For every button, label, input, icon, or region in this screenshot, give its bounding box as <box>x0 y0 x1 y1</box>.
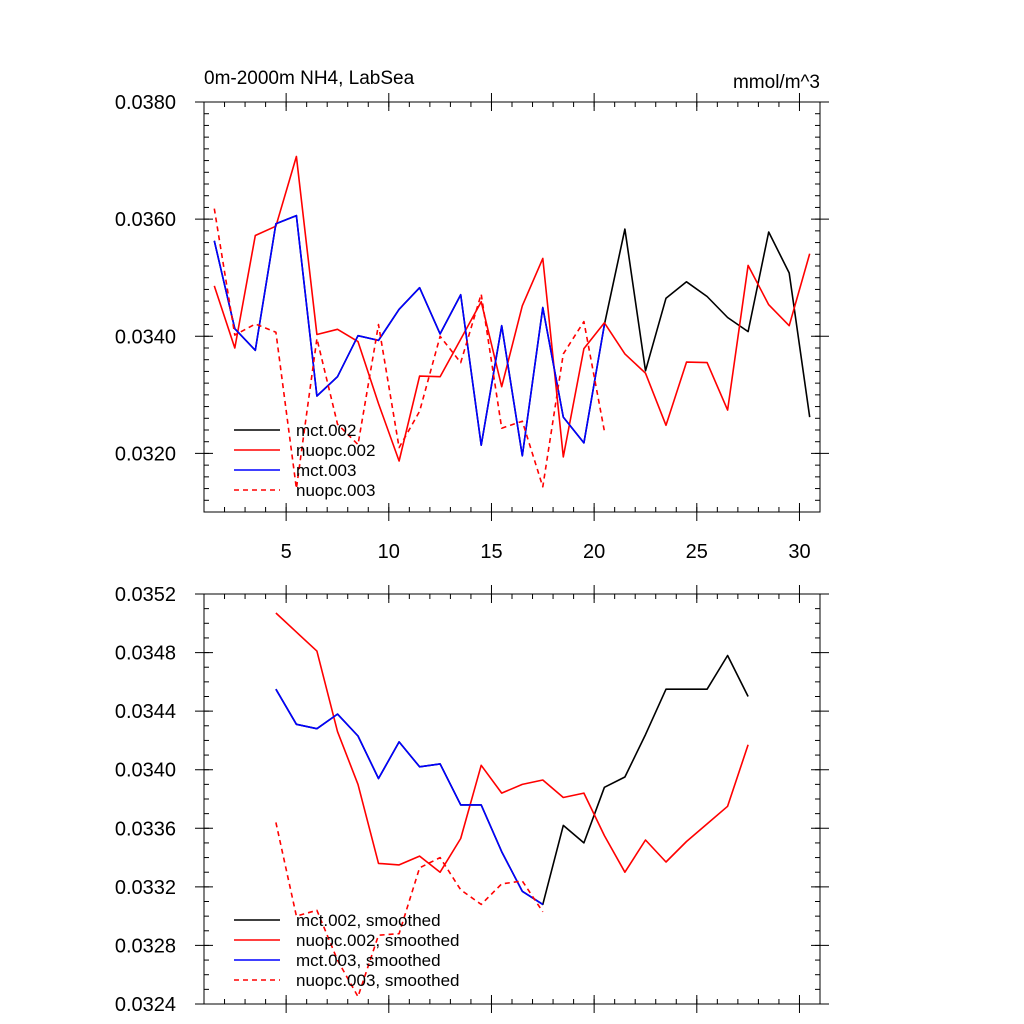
top-series-group <box>213 155 811 490</box>
bottom-legend-label: nuopc.003, smoothed <box>296 971 460 990</box>
bottom-series-3-line <box>275 822 544 998</box>
top-panel-title: 0m-2000m NH4, LabSea <box>204 68 415 89</box>
bottom-series-group <box>275 612 749 998</box>
top-x-tick-label: 25 <box>686 541 708 563</box>
bottom-legend-label: nuopc.002, smoothed <box>296 931 460 950</box>
bottom-series-1-line <box>275 612 749 874</box>
top-legend-label: nuopc.003 <box>296 481 375 500</box>
top-x-tick-label: 10 <box>378 541 400 563</box>
top-x-tick-label: 20 <box>583 541 605 563</box>
top-x-tick-label: 30 <box>788 541 810 563</box>
bottom-y-tick-label: 0.0340 <box>115 760 176 782</box>
top-x-axis: 5 10 15 20 25 30 <box>203 93 821 563</box>
bottom-y-tick-label: 0.0324 <box>115 994 176 1016</box>
bottom-y-tick-label: 0.0348 <box>115 643 176 665</box>
top-legend-label: nuopc.002 <box>296 441 375 460</box>
top-y-axis: 0.0320 0.0340 0.0360 0.0380 <box>115 92 829 513</box>
top-panel-units: mmol/m^3 <box>733 72 820 93</box>
bottom-y-axis: 0.0324 0.0328 0.0332 0.0336 0.0340 0.0344 0.03… <box>115 584 829 1016</box>
top-panel: 0m-2000m NH4, LabSea mmol/m^3 0.03200.03… <box>115 68 829 563</box>
bottom-y-tick-label: 0.0336 <box>115 818 176 840</box>
bottom-series-2-line <box>275 688 544 906</box>
top-legend-label: mct.003 <box>296 461 356 480</box>
bottom-x-axis <box>203 585 821 1013</box>
bottom-legend-label: mct.003, smoothed <box>296 951 441 970</box>
bottom-y-tick-label: 0.0332 <box>115 877 176 899</box>
top-y-tick-label: 0.0360 <box>115 209 176 231</box>
top-series-3-line <box>213 208 606 490</box>
top-series-1-line <box>213 155 811 462</box>
bottom-panel: 0.0324 0.0328 0.0332 0.0336 0.0340 0.0344 0.03… <box>115 584 829 1016</box>
bottom-y-tick-label: 0.0344 <box>115 701 176 723</box>
bottom-y-tick-label: 0.0352 <box>115 584 176 606</box>
top-y-tick-label: 0.0320 <box>115 443 176 465</box>
top-legend-label: mct.002 <box>296 421 356 440</box>
top-series-2-line <box>213 214 606 457</box>
bottom-y-tick-label: 0.0328 <box>115 935 176 957</box>
top-x-tick-label: 15 <box>480 541 502 563</box>
top-y-tick-label: 0.0340 <box>115 326 176 348</box>
bottom-legend-label: mct.002, smoothed <box>296 911 441 930</box>
top-y-tick-label: 0.0380 <box>115 92 176 114</box>
top-x-tick-label: 5 <box>281 541 292 563</box>
